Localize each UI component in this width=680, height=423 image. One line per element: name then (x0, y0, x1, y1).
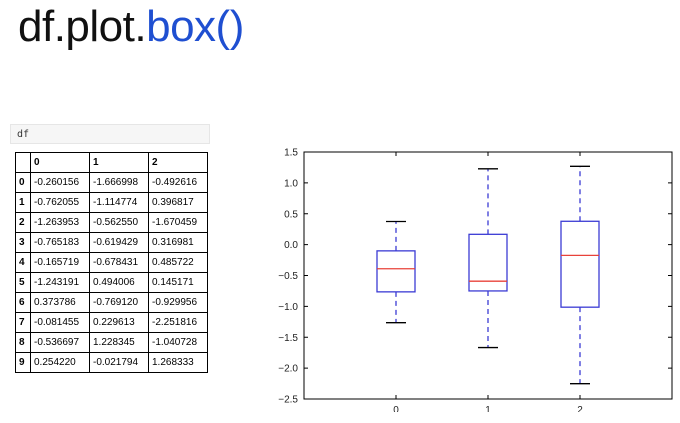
table-cell: -1.263953 (30, 212, 90, 233)
table-cell: -0.081455 (30, 312, 90, 333)
table-cell: -0.260156 (30, 172, 90, 193)
column-header: 2 (148, 152, 208, 173)
title-accent: box() (146, 2, 244, 51)
table-cell: -0.619429 (89, 232, 149, 253)
table-cell: 0.373786 (30, 292, 90, 313)
table-cell: 0.229613 (89, 312, 149, 333)
x-tick-label: 2 (577, 405, 583, 412)
table-cell: -1.040728 (148, 332, 208, 353)
y-tick-label: −0.5 (278, 271, 298, 282)
y-tick-label: −2.5 (278, 395, 298, 406)
y-tick-label: −1.0 (278, 302, 298, 313)
row-index: 3 (15, 232, 31, 253)
table-cell: 0.316981 (148, 232, 208, 253)
code-cell-input[interactable]: df (10, 124, 210, 144)
row-index: 4 (15, 252, 31, 273)
title-prefix: df.plot. (18, 2, 147, 51)
column-header (15, 152, 31, 173)
table-row: 6 0.373786 -0.769120 -0.929956 (15, 292, 208, 313)
y-tick-label: 0.5 (284, 209, 298, 220)
x-tick-label: 0 (393, 405, 399, 412)
table-cell: -0.165719 (30, 252, 90, 273)
table-row: 7 -0.081455 0.229613 -2.251816 (15, 312, 208, 333)
y-tick-label: −2.0 (278, 364, 298, 375)
table-row: 3 -0.765183 -0.619429 0.316981 (15, 232, 208, 253)
row-index: 2 (15, 212, 31, 233)
table-cell: -0.769120 (89, 292, 149, 313)
box-plot-chart: 1.5 1.0 0.5 0.0 −0.5 −1.0 −1.5 −2.0 −2.5 0 1 2 (278, 148, 673, 412)
table-cell: 0.494006 (89, 272, 149, 293)
table-row: 5 -1.243191 0.494006 0.145171 (15, 272, 208, 293)
table-cell: 1.228345 (89, 332, 149, 353)
row-index: 7 (15, 312, 31, 333)
y-tick-label: 1.0 (284, 178, 298, 189)
table-cell: -0.492616 (148, 172, 208, 193)
table-cell: -1.666998 (89, 172, 149, 193)
table-cell: 1.268333 (148, 352, 208, 373)
row-index: 1 (15, 192, 31, 213)
row-index: 5 (15, 272, 31, 293)
row-index: 9 (15, 352, 31, 373)
table-cell: -0.762055 (30, 192, 90, 213)
table-cell: -0.562550 (89, 212, 149, 233)
table-cell: -1.243191 (30, 272, 90, 293)
y-tick-label: 0.0 (284, 240, 298, 251)
box (468, 233, 508, 292)
table-cell: -0.021794 (89, 352, 149, 373)
table-row: 8 -0.536697 1.228345 -1.040728 (15, 332, 208, 353)
table-row: 0 -0.260156 -1.666998 -0.492616 (15, 172, 208, 193)
table-cell: -0.929956 (148, 292, 208, 313)
page-title: df.plot.box() (18, 2, 244, 52)
row-index: 8 (15, 332, 31, 353)
table-cell: -2.251816 (148, 312, 208, 333)
table-row: 2 -1.263953 -0.562550 -1.670459 (15, 212, 208, 233)
table-cell: -0.765183 (30, 232, 90, 253)
table-cell: -1.114774 (89, 192, 149, 213)
table-row: 1 -0.762055 -1.114774 0.396817 (15, 192, 208, 213)
table-cell: 0.254220 (30, 352, 90, 373)
table-cell: -0.536697 (30, 332, 90, 353)
table-cell: -1.670459 (148, 212, 208, 233)
table-header-row: 0 1 2 (15, 152, 208, 173)
row-index: 0 (15, 172, 31, 193)
table-cell: 0.485722 (148, 252, 208, 273)
table-cell: 0.145171 (148, 272, 208, 293)
table-row: 9 0.254220 -0.021794 1.268333 (15, 352, 208, 373)
y-tick-label: 1.5 (284, 148, 298, 159)
x-tick-label: 1 (485, 405, 491, 412)
table-cell: 0.396817 (148, 192, 208, 213)
column-header: 0 (30, 152, 90, 173)
column-header: 1 (89, 152, 149, 173)
y-tick-label: −1.5 (278, 333, 298, 344)
table-cell: -0.678431 (89, 252, 149, 273)
dataframe-table: 0 1 2 0 -0.260156 -1.666998 -0.492616 1 -0.76… (15, 152, 208, 373)
box (376, 250, 416, 293)
table-row: 4 -0.165719 -0.678431 0.485722 (15, 252, 208, 273)
row-index: 6 (15, 292, 31, 313)
box (560, 220, 600, 308)
